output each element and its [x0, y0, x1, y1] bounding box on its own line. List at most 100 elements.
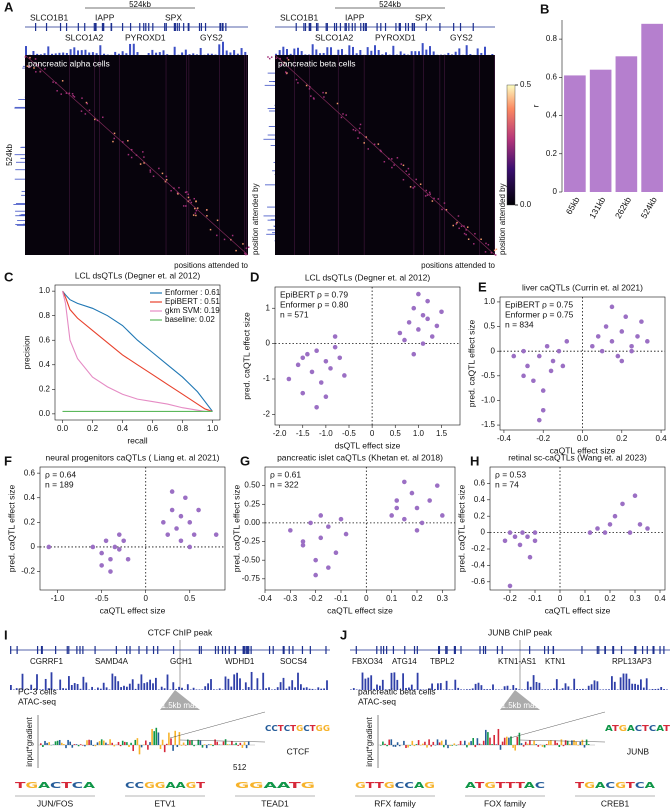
exon [143, 23, 145, 31]
cell-type: pancreatic beta cells [358, 686, 436, 696]
heatmap-dot [65, 92, 68, 94]
atac-signal [538, 682, 541, 690]
attr-bar [405, 745, 407, 749]
gene-name: SLCO1B1 [30, 12, 69, 22]
gene-name: IAPP [95, 12, 115, 22]
atac-signal [393, 672, 396, 690]
exon [581, 646, 583, 654]
atac-signal [114, 676, 117, 690]
attr-bar [415, 744, 418, 745]
plot-frame [39, 466, 226, 591]
heatmap-dot [313, 98, 315, 100]
bar [589, 69, 612, 192]
x-tick-label: -0.2 [536, 434, 550, 443]
point [411, 305, 417, 311]
attr-bar [453, 743, 456, 745]
heatmap-dot [465, 229, 467, 231]
exon [304, 23, 307, 31]
exon [309, 646, 311, 654]
attr-bar [403, 740, 405, 745]
attr-bar [82, 745, 84, 746]
exon [217, 646, 219, 654]
exon [345, 23, 347, 31]
y-tick-label: -1.5 [481, 420, 495, 429]
chart-title: LCL dsQTLs (Degner et. al 2012) [305, 272, 431, 282]
atac-signal [33, 689, 35, 690]
attr-bar [411, 740, 414, 745]
attr-bar [48, 742, 50, 745]
atac-signal [558, 689, 561, 690]
exon [157, 646, 159, 654]
x-tick-label: 0.3 [629, 594, 641, 603]
x-axis-title: positions attended to [421, 261, 495, 270]
point [536, 417, 542, 423]
point [623, 314, 629, 320]
exon [176, 23, 178, 31]
annotation: n = 322 [270, 479, 299, 489]
atac-signal [10, 684, 12, 690]
point [425, 298, 430, 304]
attr-bar [94, 745, 97, 747]
atac-signal [15, 688, 18, 690]
atac-signal [445, 680, 448, 690]
attr-bar [208, 744, 210, 745]
heatmap-dot [73, 96, 76, 98]
atac-signal [242, 689, 244, 690]
signal [355, 53, 358, 55]
signal [410, 51, 413, 55]
exon [188, 23, 190, 31]
logo-label: RFX family [374, 798, 416, 808]
atac-signal [172, 682, 175, 690]
signal [95, 53, 98, 55]
y-tick-label: 0 [31, 542, 36, 551]
y-tick-label: 0.2 [474, 511, 486, 520]
plot-frame [274, 286, 461, 426]
y-axis-title: position attended by [498, 183, 507, 255]
signal [43, 53, 46, 55]
atac-signal [605, 689, 607, 690]
exon [635, 646, 637, 654]
point [429, 334, 435, 339]
atac-signal [654, 689, 657, 690]
y-tick-label: 0.4 [474, 495, 486, 504]
heatmap-dot [102, 116, 104, 119]
signal [155, 52, 158, 55]
exon [145, 23, 147, 31]
attr-bar [61, 742, 63, 745]
atac-signal [163, 688, 166, 690]
heatmap-dot [322, 91, 324, 94]
heatmap-dot [305, 84, 308, 87]
point [603, 324, 609, 329]
atac-signal [30, 684, 33, 690]
y-axis-title: position attended by [251, 183, 260, 255]
x-tick-label: -0.3 [283, 594, 297, 603]
point [326, 565, 331, 570]
heatmap-dot [487, 243, 490, 246]
atac-signal [468, 689, 471, 690]
atac-signal [305, 687, 308, 690]
atac-signal [189, 689, 192, 690]
heatmap-dot [463, 232, 466, 235]
point [389, 513, 394, 518]
heatmap-dot [186, 191, 188, 193]
exon [354, 23, 356, 31]
y-axis-title: input*gradient [25, 717, 34, 767]
attr-bar [428, 739, 430, 745]
x-axis-title: caQTL effect size [550, 445, 616, 455]
atac-signal [131, 679, 134, 690]
signal [114, 51, 117, 55]
atac-signal [178, 686, 180, 690]
scale-label: 524kb [379, 0, 401, 9]
heatmap-dot [408, 173, 410, 176]
atac-signal [657, 688, 660, 690]
exon [317, 23, 319, 31]
atac-signal [541, 689, 544, 690]
heatmap-dot [400, 163, 403, 165]
attr-bar [40, 743, 42, 745]
signal [240, 48, 243, 55]
exon [204, 23, 207, 31]
heatmap-dot [323, 96, 325, 98]
exon [129, 23, 132, 31]
panel-label: G [240, 453, 250, 468]
point [619, 358, 625, 364]
